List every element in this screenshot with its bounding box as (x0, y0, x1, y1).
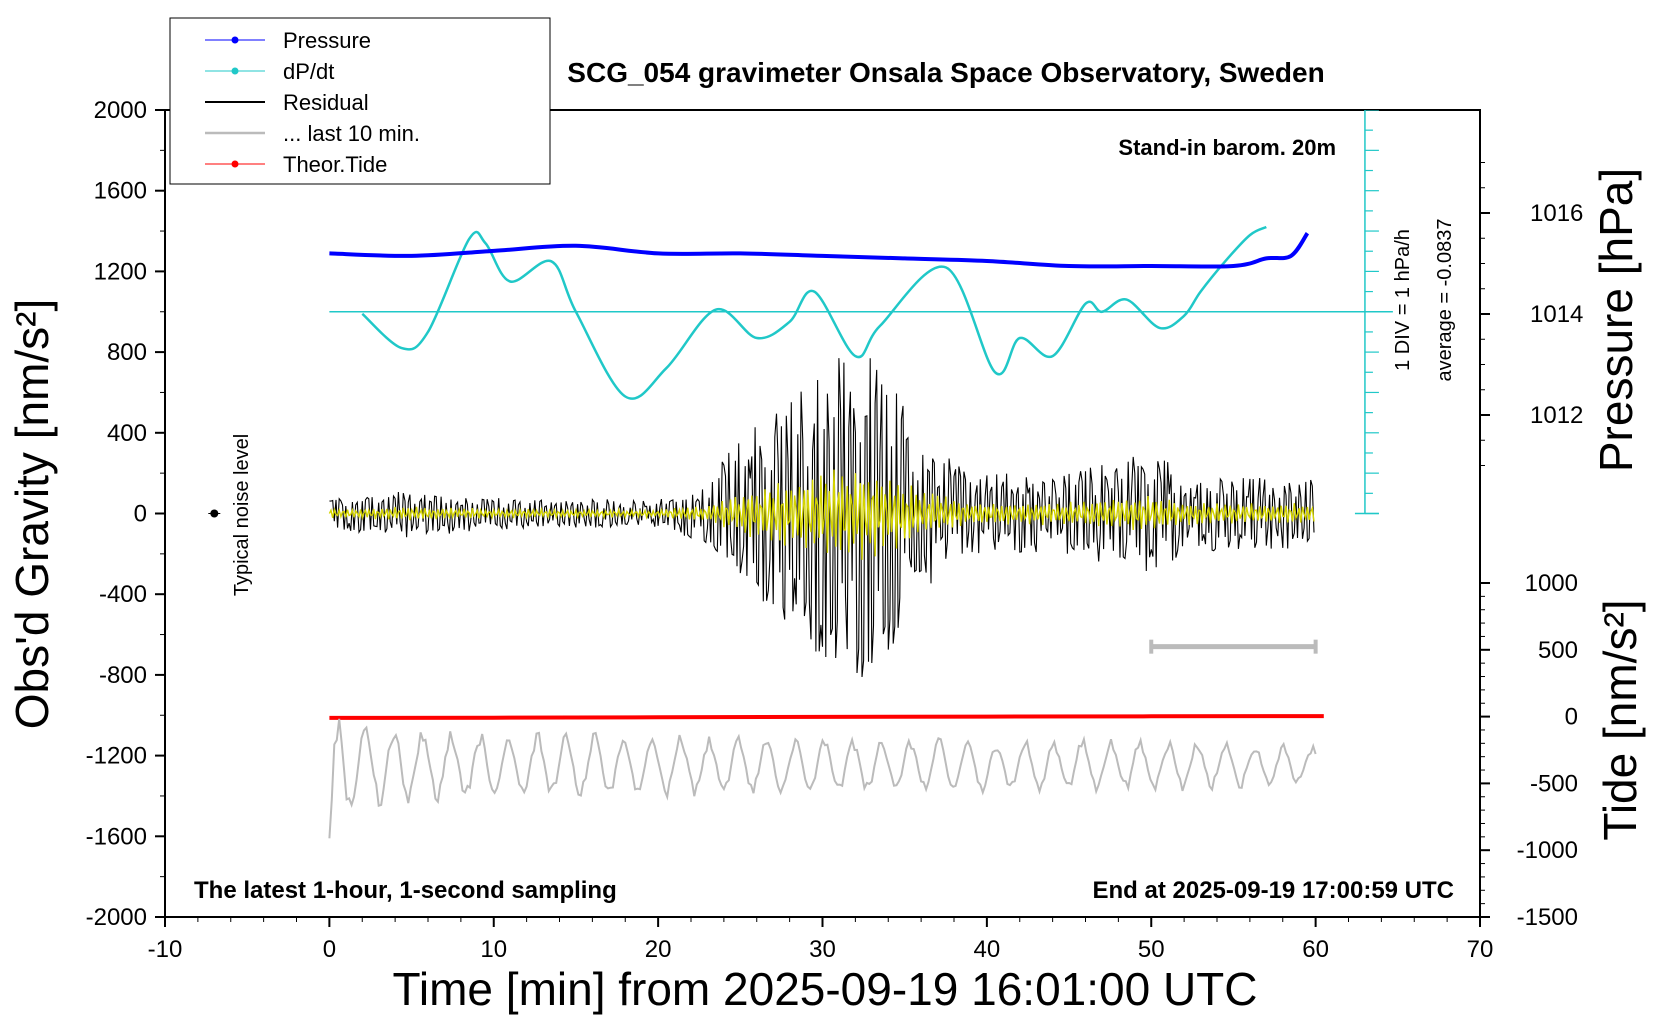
average-annotation: average = -0.0837 (1434, 219, 1456, 382)
scale-bar (1149, 639, 1318, 654)
series-last10-line (328, 718, 1317, 839)
x-tick-label: -10 (148, 936, 183, 963)
y-tick-label: 1600 (94, 178, 147, 205)
legend-item: Pressure (205, 28, 371, 53)
tide-axis: 1000 500 0 -500 -1000 -1500 (1480, 570, 1578, 931)
x-tick-label: 0 (323, 936, 336, 963)
pressure-axis-label: Pressure [hPa] (1590, 168, 1642, 472)
x-axis: -10 0 10 20 30 40 50 60 70 (148, 917, 1494, 963)
div-annotation: 1 DIV = 1 hPa/h (1392, 229, 1414, 371)
y-tick-label: 800 (107, 339, 147, 366)
legend-item: dP/dt (205, 59, 334, 84)
y-tick-label: -400 (99, 581, 147, 608)
y-tick-label: 2000 (94, 97, 147, 124)
x-tick-label: 20 (645, 936, 672, 963)
x-axis-label: Time [min] from 2025-09-19 16:01:00 UTC (393, 963, 1258, 1015)
legend-marker (231, 67, 239, 75)
pressure-tick-label: 1012 (1530, 402, 1583, 429)
series-pressure-line (329, 232, 1310, 269)
legend-label: Theor.Tide (283, 152, 387, 177)
y-tick-label: -1200 (86, 743, 147, 770)
series-residual-overlay-line (328, 469, 1315, 560)
legend-marker (231, 36, 239, 44)
y-tick-label: 1200 (94, 258, 147, 285)
noise-point (210, 509, 219, 518)
noise-level-label: Typical noise level (231, 434, 253, 596)
noise-level-marker (208, 509, 221, 518)
x-tick-label: 70 (1467, 936, 1494, 963)
pressure-axis: 1016 1014 1012 (1480, 162, 1583, 466)
legend-item: Theor.Tide (205, 152, 387, 177)
tide-tick-label: 0 (1565, 704, 1578, 731)
x-tick-label: 60 (1302, 936, 1329, 963)
legend-label: Pressure (283, 28, 371, 53)
y-tick-label: -800 (99, 662, 147, 689)
x-tick-label: 40 (974, 936, 1001, 963)
chart-title: SCG_054 gravimeter Onsala Space Observat… (567, 57, 1324, 88)
series-dpdt-line (361, 225, 1267, 400)
y-tick-label: 400 (107, 420, 147, 447)
legend-label: dP/dt (283, 59, 334, 84)
legend-marker (231, 160, 239, 168)
tide-tick-label: -1500 (1517, 904, 1578, 931)
legend-item: Residual (205, 90, 369, 115)
footer-right: End at 2025-09-19 17:00:59 UTC (1093, 877, 1455, 904)
pressure-tick-label: 1014 (1530, 301, 1583, 328)
y-tick-label: 0 (134, 501, 147, 528)
legend: Pressure dP/dt Residual ... last 10 min. The… (169, 17, 551, 185)
tide-tick-label: 1000 (1525, 570, 1578, 597)
legend-label: Residual (283, 90, 369, 115)
legend-item: ... last 10 min. (205, 121, 420, 146)
legend-label: ... last 10 min. (283, 121, 420, 146)
stand-in-annotation: Stand-in barom. 20m (1118, 135, 1336, 160)
tide-tick-label: -500 (1530, 770, 1578, 797)
y-tick-label: -2000 (86, 904, 147, 931)
y-axis-label-left: Obs'd Gravity [nm/s²] (6, 299, 58, 730)
series-tide-line (329, 714, 1324, 720)
series-residual-line (329, 358, 1315, 678)
y-axis-left: 2000 1600 1200 800 400 0 -400 -800 -1200 -1600 -20… (86, 97, 165, 931)
tide-tick-label: -1000 (1517, 837, 1578, 864)
y-tick-label: -1600 (86, 823, 147, 850)
tide-axis-label: Tide [nm/s²] (1594, 599, 1646, 840)
x-tick-label: 10 (480, 936, 507, 963)
tide-tick-label: 500 (1538, 637, 1578, 664)
x-tick-label: 30 (809, 936, 836, 963)
footer-left: The latest 1-hour, 1-second sampling (194, 877, 617, 904)
pressure-tick-label: 1016 (1530, 200, 1583, 227)
x-tick-label: 50 (1138, 936, 1165, 963)
